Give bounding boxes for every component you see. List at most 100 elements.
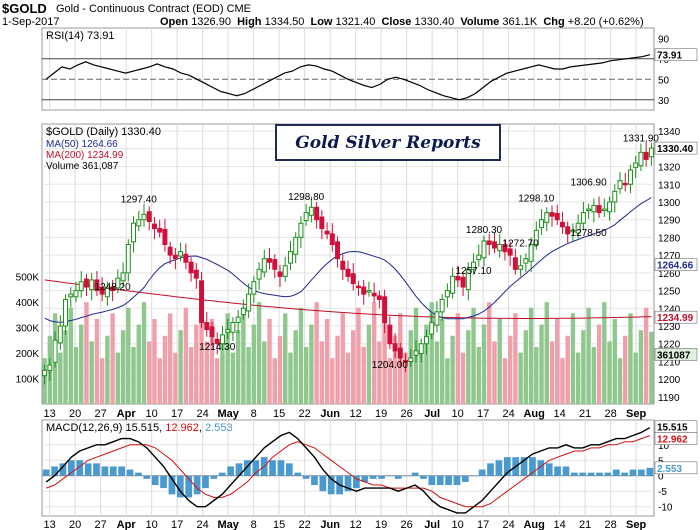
- candle-body: [408, 357, 414, 362]
- volume-bar: [528, 307, 534, 404]
- price-annotation: 1272.70: [503, 238, 540, 249]
- macd-histogram-bar: [101, 466, 109, 476]
- x-tick-label: 22: [299, 408, 311, 420]
- price-annotation: 1257.10: [455, 266, 492, 277]
- volume-bar: [99, 358, 105, 404]
- candle-body: [104, 286, 110, 298]
- price-y-tick: 1250: [658, 287, 681, 298]
- volume-bar: [89, 341, 94, 404]
- volume-bar: [476, 346, 481, 404]
- x-tick-label: 8: [251, 408, 257, 420]
- rsi-legend: RSI(14) 73.91: [46, 30, 114, 42]
- x-tick-label: 28: [605, 519, 617, 530]
- volume-bar: [539, 324, 544, 404]
- candle-body: [397, 347, 403, 359]
- x-tick-label: 13: [44, 519, 56, 530]
- volume-bar: [147, 341, 152, 404]
- price-legend-symbol: $GOLD (Daily) 1330.40: [46, 126, 161, 138]
- macd-histogram-bar: [143, 475, 151, 479]
- macd-histogram-bar: [311, 475, 318, 486]
- volume-bar: [555, 318, 560, 404]
- volume-bar: [345, 352, 351, 404]
- x-tick-label: 28: [605, 408, 617, 420]
- macd-histogram-bar: [394, 475, 402, 479]
- ma200-tag-box: [654, 310, 698, 324]
- x-tick-label: 24: [197, 519, 209, 530]
- candle-body: [617, 180, 623, 190]
- volume-bar: [492, 341, 497, 404]
- volume-bar: [246, 346, 251, 404]
- volume-bar: [638, 330, 644, 404]
- price-annotation: 1248.20: [95, 282, 132, 293]
- x-tick-label: 19: [375, 519, 387, 530]
- macd-histogram-bar: [269, 460, 276, 476]
- volume-bar: [152, 318, 157, 404]
- volume-bar: [424, 324, 429, 404]
- volume-bar: [560, 358, 565, 404]
- candle-body: [376, 295, 382, 300]
- x-tick-label: 20: [69, 519, 81, 530]
- candle-body: [444, 290, 450, 298]
- volume-bar: [643, 307, 649, 404]
- price-y-tick: 1340: [658, 127, 681, 138]
- price-annotation: 1298.10: [518, 193, 555, 204]
- candle-body: [246, 293, 252, 312]
- volume-bar: [215, 358, 220, 404]
- macd-histogram-bar: [495, 460, 503, 476]
- candle-body: [267, 258, 273, 263]
- chg-label: Chg: [543, 16, 565, 28]
- volume-bar: [351, 330, 356, 404]
- logo-box: [275, 124, 501, 161]
- candle-body: [366, 290, 372, 293]
- volume-bar: [256, 302, 262, 404]
- x-tick-label: Aug: [523, 408, 544, 420]
- volume-bar: [178, 330, 183, 404]
- candle-body: [219, 334, 225, 345]
- high-label: High: [237, 16, 262, 28]
- candle-body: [272, 259, 278, 270]
- volume-bar: [209, 318, 215, 404]
- volume-y-tick: 400K: [16, 298, 40, 309]
- x-tick-label: 8: [251, 519, 257, 530]
- macd-histogram-bar: [596, 472, 603, 476]
- volume-bar: [288, 352, 293, 404]
- candle-body: [471, 261, 477, 270]
- candle-body: [319, 216, 325, 230]
- volume-bar: [471, 307, 476, 404]
- rsi-y-tick: 30: [658, 96, 670, 107]
- candle-body: [361, 286, 367, 295]
- candle-body: [476, 254, 482, 261]
- macd-histogram-bar: [487, 463, 494, 476]
- macd-histogram-bar: [302, 475, 310, 479]
- volume-bar: [628, 313, 633, 404]
- volume-bar: [63, 330, 68, 404]
- open-label: Open: [160, 16, 189, 28]
- candle-body: [559, 221, 565, 228]
- macd-histogram-bar: [638, 469, 645, 476]
- volume-bar: [183, 307, 189, 404]
- price-y-tick: 1220: [658, 340, 681, 351]
- volume-bar: [262, 341, 267, 404]
- x-tick-label: 19: [375, 408, 387, 420]
- candle-body: [52, 339, 58, 363]
- macd-histogram-bar: [621, 472, 629, 476]
- volume-bar: [408, 330, 413, 404]
- ma50-line: [44, 197, 652, 323]
- candle-body: [434, 311, 440, 326]
- x-tick-label: 12: [350, 519, 362, 530]
- volume-bar: [450, 335, 455, 404]
- price-y-tick: 1230: [658, 322, 681, 333]
- candle-body: [612, 190, 618, 203]
- macd-histogram-bar: [562, 466, 570, 476]
- candle-body: [340, 260, 346, 270]
- macd-histogram-bar: [160, 475, 167, 489]
- candle-body: [83, 278, 89, 288]
- macd-histogram-bar: [520, 457, 528, 476]
- macd-histogram-bar: [42, 469, 50, 476]
- x-tick-label: 20: [69, 408, 81, 420]
- x-tick-label: Sep: [626, 519, 646, 530]
- x-tick-label: 21: [579, 408, 591, 420]
- x-tick-label: 12: [350, 408, 362, 420]
- candle-body: [371, 292, 377, 297]
